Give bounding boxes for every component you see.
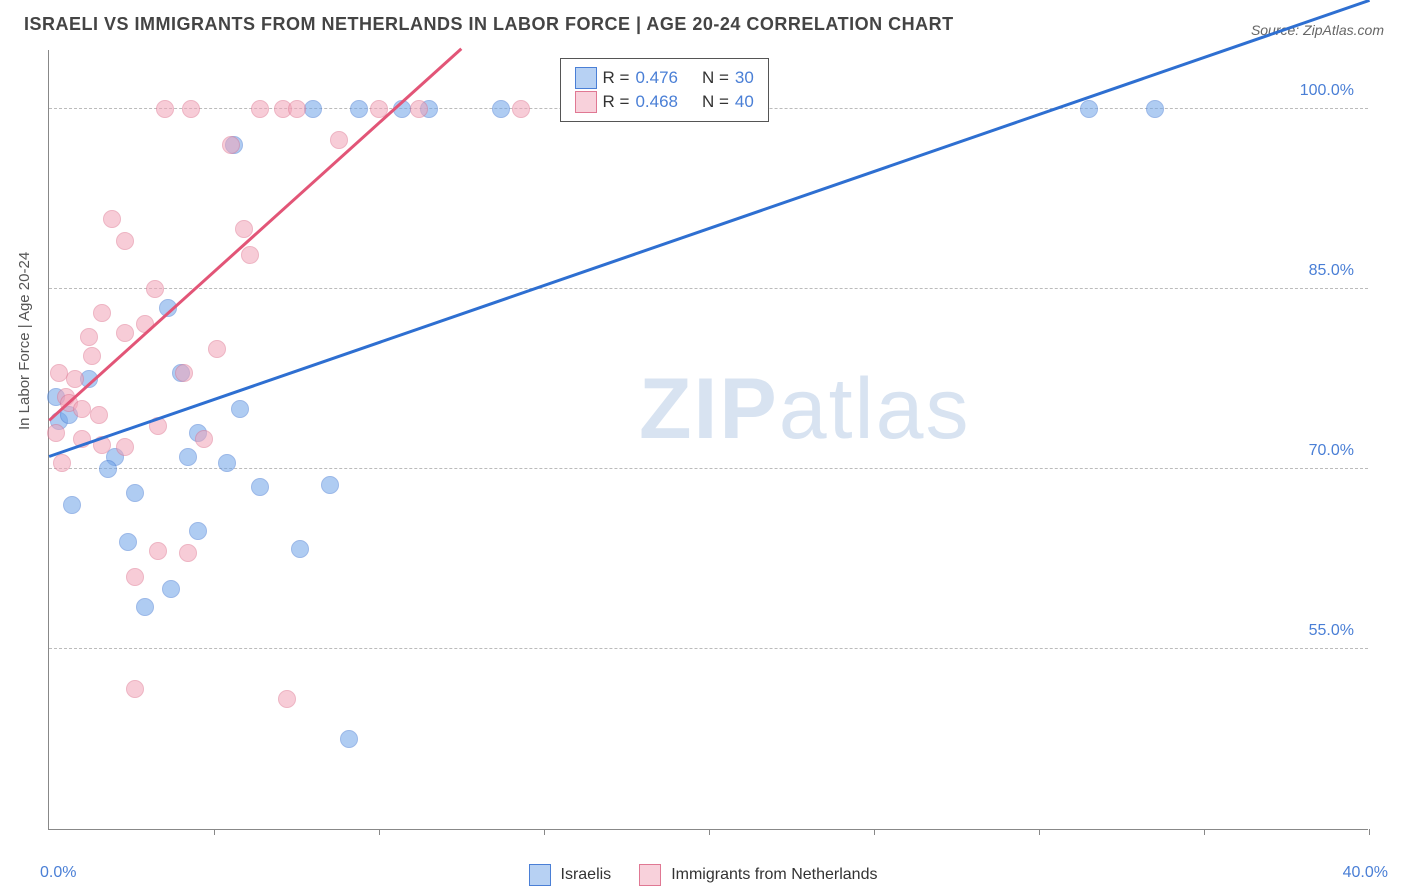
- data-point: [156, 100, 174, 118]
- data-point: [116, 324, 134, 342]
- data-point: [1146, 100, 1164, 118]
- data-point: [73, 400, 91, 418]
- gridline: [49, 288, 1368, 289]
- data-point: [278, 690, 296, 708]
- watermark-light: atlas: [779, 361, 971, 457]
- n-label: N =: [702, 68, 729, 88]
- data-point: [288, 100, 306, 118]
- x-tick: [214, 829, 215, 835]
- data-point: [251, 100, 269, 118]
- legend-bottom: Israelis Immigrants from Netherlands: [0, 864, 1406, 886]
- data-point: [340, 730, 358, 748]
- n-value: 40: [735, 92, 754, 112]
- n-value: 30: [735, 68, 754, 88]
- data-point: [146, 280, 164, 298]
- data-point: [126, 680, 144, 698]
- x-tick: [379, 829, 380, 835]
- legend-row: R =0.468 N = 40: [575, 91, 754, 113]
- data-point: [136, 598, 154, 616]
- data-point: [90, 406, 108, 424]
- data-point: [53, 454, 71, 472]
- y-tick-label: 85.0%: [1309, 262, 1354, 280]
- n-label: N =: [702, 92, 729, 112]
- y-tick-label: 55.0%: [1309, 622, 1354, 640]
- watermark: ZIPatlas: [639, 360, 970, 459]
- data-point: [136, 315, 154, 333]
- x-tick: [1204, 829, 1205, 835]
- data-point: [492, 100, 510, 118]
- watermark-bold: ZIP: [639, 361, 779, 457]
- data-point: [66, 370, 84, 388]
- data-point: [512, 100, 530, 118]
- data-point: [189, 522, 207, 540]
- x-tick: [874, 829, 875, 835]
- data-point: [93, 304, 111, 322]
- data-point: [80, 328, 98, 346]
- legend-row: R =0.476 N = 30: [575, 67, 754, 89]
- data-point: [179, 448, 197, 466]
- data-point: [126, 568, 144, 586]
- plot-area: ZIPatlas 55.0% 70.0% 85.0% 100.0%: [48, 50, 1368, 830]
- data-point: [63, 496, 81, 514]
- x-tick: [709, 829, 710, 835]
- data-point: [162, 580, 180, 598]
- legend-item-2: Immigrants from Netherlands: [639, 864, 877, 886]
- data-point: [99, 460, 117, 478]
- data-point: [291, 540, 309, 558]
- data-point: [116, 232, 134, 250]
- data-point: [116, 438, 134, 456]
- data-point: [330, 131, 348, 149]
- data-point: [321, 476, 339, 494]
- gridline: [49, 648, 1368, 649]
- swatch-icon: [575, 67, 597, 89]
- x-tick: [1369, 829, 1370, 835]
- data-point: [410, 100, 428, 118]
- data-point: [241, 246, 259, 264]
- legend-label-2: Immigrants from Netherlands: [671, 866, 877, 884]
- data-point: [50, 364, 68, 382]
- data-point: [103, 210, 121, 228]
- r-value: 0.476: [635, 68, 678, 88]
- y-axis-label: In Labor Force | Age 20-24: [16, 252, 33, 430]
- r-label: R =: [603, 68, 630, 88]
- data-point: [231, 400, 249, 418]
- x-tick: [1039, 829, 1040, 835]
- data-point: [182, 100, 200, 118]
- x-tick: [544, 829, 545, 835]
- data-point: [119, 533, 137, 551]
- data-point: [251, 478, 269, 496]
- data-point: [304, 100, 322, 118]
- legend-item-1: Israelis: [529, 864, 612, 886]
- legend-label-1: Israelis: [561, 866, 612, 884]
- data-point: [126, 484, 144, 502]
- swatch-icon: [639, 864, 661, 886]
- source-label: Source: ZipAtlas.com: [1251, 22, 1384, 38]
- data-point: [179, 544, 197, 562]
- data-point: [83, 347, 101, 365]
- y-tick-label: 100.0%: [1300, 82, 1354, 100]
- swatch-icon: [575, 91, 597, 113]
- r-label: R =: [603, 92, 630, 112]
- y-tick-label: 70.0%: [1309, 442, 1354, 460]
- data-point: [175, 364, 193, 382]
- correlation-legend: R =0.476 N = 30 R =0.468 N = 40: [560, 58, 769, 122]
- gridline: [49, 468, 1368, 469]
- r-value: 0.468: [635, 92, 678, 112]
- data-point: [1080, 100, 1098, 118]
- data-point: [222, 136, 240, 154]
- data-point: [149, 542, 167, 560]
- data-point: [208, 340, 226, 358]
- data-point: [235, 220, 253, 238]
- chart-title: ISRAELI VS IMMIGRANTS FROM NETHERLANDS I…: [24, 14, 954, 35]
- swatch-icon: [529, 864, 551, 886]
- data-point: [218, 454, 236, 472]
- data-point: [350, 100, 368, 118]
- data-point: [195, 430, 213, 448]
- data-point: [47, 424, 65, 442]
